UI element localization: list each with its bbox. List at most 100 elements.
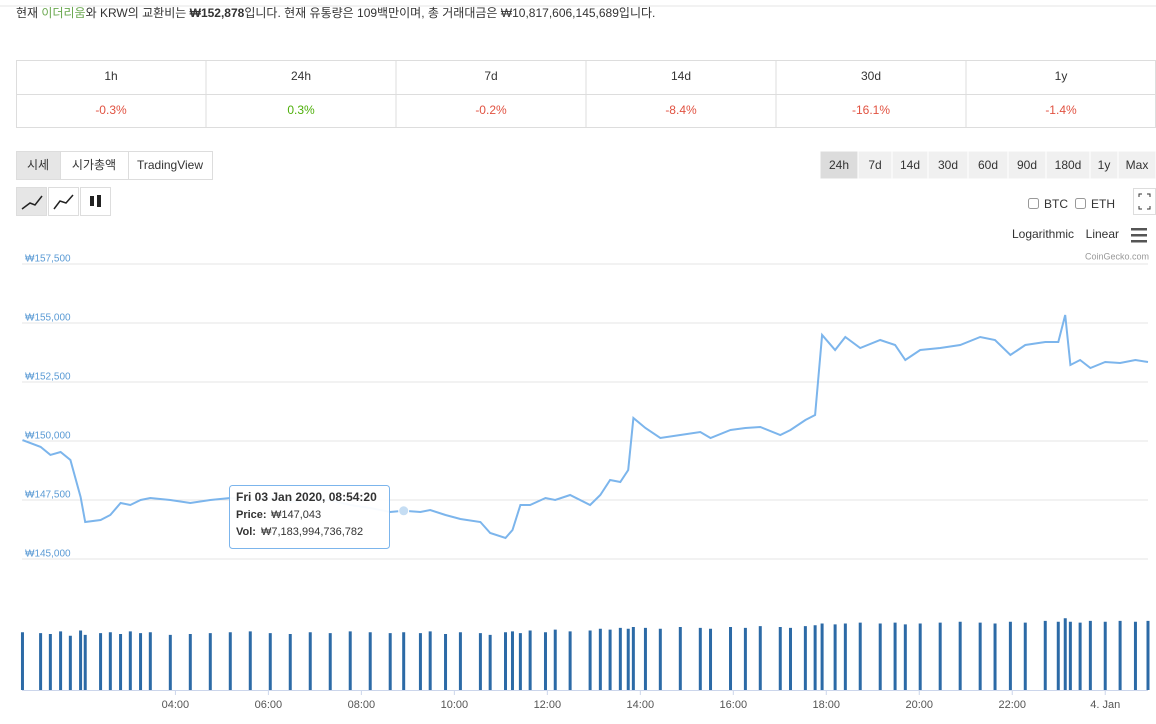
tab-label[interactable]: 시세 [27, 158, 49, 172]
checkbox[interactable] [1028, 198, 1039, 209]
volume-bar [228, 632, 232, 690]
volume-bar [528, 630, 532, 690]
y-tick-label: ₩155,000 [25, 313, 71, 324]
tab[interactable] [16, 151, 61, 180]
volume-bar [268, 633, 272, 690]
volume-bar [504, 632, 508, 690]
volume-bar [1103, 621, 1107, 690]
tab-label[interactable]: 시가총액 [72, 158, 116, 172]
volume-bar [1133, 621, 1137, 690]
volume-bar [993, 623, 997, 690]
range-button[interactable] [927, 150, 969, 180]
tab-label[interactable]: TradingView [137, 158, 203, 172]
change: -8.4% [665, 103, 697, 117]
volume-bar [1146, 620, 1150, 690]
x-tick-label: 20:00 [906, 699, 934, 711]
range-button[interactable] [857, 150, 893, 180]
range-label[interactable]: 60d [978, 158, 998, 172]
range-label[interactable]: 180d [1055, 158, 1082, 172]
change: -0.3% [95, 103, 127, 117]
volume-bar [68, 635, 72, 690]
volume-bar [518, 633, 522, 690]
range-label[interactable]: Max [1126, 158, 1149, 172]
range-button[interactable] [1007, 150, 1047, 180]
volume-bar [1023, 622, 1027, 690]
range-button[interactable] [1117, 150, 1156, 180]
volume-bar [99, 633, 103, 690]
volume-bar [938, 622, 942, 690]
range-button[interactable] [1089, 150, 1119, 180]
volume-bar [348, 631, 352, 690]
x-tick-label: 08:00 [348, 699, 376, 711]
coin-link[interactable]: 이더리움 [41, 6, 85, 20]
volume-bar [368, 632, 372, 690]
volume-bar [1068, 621, 1072, 690]
volume-bar [308, 632, 312, 690]
volume-bar [1008, 621, 1012, 690]
volume-bar [833, 624, 837, 690]
chart-style-button[interactable] [80, 187, 111, 216]
volume-bar [553, 629, 557, 690]
volume-bar [139, 633, 143, 690]
volume-bar [1078, 622, 1082, 690]
volume-bar [618, 627, 622, 690]
volume-bar [588, 630, 592, 690]
credit: CoinGecko.com [1085, 251, 1149, 261]
menu-icon[interactable] [1131, 228, 1147, 231]
compare-label[interactable]: BTC [1044, 197, 1068, 211]
summary-text: 입니다. [619, 6, 655, 20]
range-button[interactable] [819, 150, 859, 180]
tooltip-label: Vol: [236, 526, 256, 538]
volume-bar [820, 623, 824, 690]
tooltip [229, 485, 390, 549]
range-label[interactable]: 14d [900, 158, 920, 172]
menu-icon[interactable] [1131, 240, 1147, 243]
tab[interactable] [128, 151, 213, 180]
y-tick-label: ₩147,500 [25, 490, 71, 501]
volume-bar [288, 634, 292, 690]
volume-bar [48, 634, 52, 690]
y-tick-label: ₩152,500 [25, 372, 71, 383]
fullscreen-button[interactable] [1133, 188, 1156, 215]
volume-bar [843, 623, 847, 690]
volume-bar [1088, 620, 1092, 690]
chart-style-button[interactable] [16, 187, 47, 216]
checkbox[interactable] [1075, 198, 1086, 209]
range-label[interactable]: 7d [868, 158, 881, 172]
volume-bar [208, 633, 212, 690]
volume-bar [729, 627, 733, 690]
volume-bar [444, 634, 448, 690]
range-label[interactable]: 24h [829, 158, 849, 172]
menu-icon[interactable] [1131, 234, 1147, 237]
volume-bar [658, 628, 662, 690]
y-tick-label: ₩157,500 [25, 254, 71, 265]
icon [1138, 193, 1151, 210]
volume-bar [248, 631, 252, 690]
volume-bar [20, 632, 24, 690]
volume-bar [488, 634, 492, 690]
range-label[interactable]: 90d [1017, 158, 1037, 172]
summary-text: 와 KRW의 교환비는 [86, 6, 190, 20]
range-label[interactable]: 1y [1098, 158, 1111, 172]
volume-bar [388, 633, 392, 690]
volume-bar [1063, 618, 1067, 690]
volume-bar [903, 624, 907, 690]
compare-label[interactable]: ETH [1091, 197, 1115, 211]
volume-bar [978, 622, 982, 690]
scale-option[interactable]: Linear [1086, 227, 1119, 241]
summary-text: 현재 [16, 6, 41, 20]
volume-bar [803, 626, 807, 690]
volume-bar [39, 633, 43, 690]
volume-bar [1118, 620, 1122, 690]
tooltip-value: ₩147,043 [271, 509, 321, 521]
tooltip-value: ₩7,183,994,736,782 [261, 526, 363, 538]
volume-bar [188, 634, 192, 690]
scale-option[interactable]: Logarithmic [1012, 227, 1074, 241]
icon [53, 194, 74, 210]
volume-bar [758, 626, 762, 690]
range-label[interactable]: 30d [938, 158, 958, 172]
tab[interactable] [60, 151, 129, 180]
range-button[interactable] [967, 150, 1009, 180]
x-tick-label: 4. Jan [1090, 699, 1120, 711]
icon [21, 195, 43, 210]
